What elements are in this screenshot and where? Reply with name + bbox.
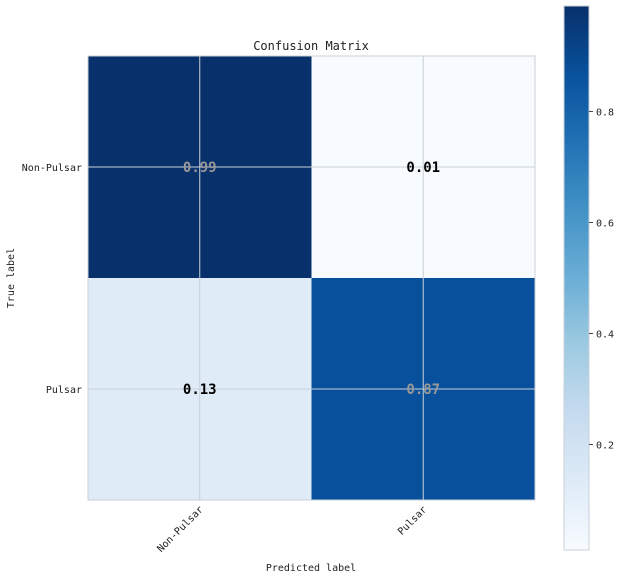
cell-value-label: 0.01 xyxy=(406,160,440,176)
x-tick-labels: Non-Pulsar Pulsar xyxy=(156,504,430,554)
cell-value-label: 0.99 xyxy=(183,160,217,176)
x-tick-label: Pulsar xyxy=(396,504,429,537)
heatmap-cells xyxy=(88,56,535,500)
x-axis-label: Predicted label xyxy=(266,563,356,574)
y-tick-label: Pulsar xyxy=(46,385,82,396)
cell-value-label: 0.13 xyxy=(183,382,217,398)
plot-frame xyxy=(87,55,536,501)
cell-value-labels: 0.99 0.01 0.13 0.87 xyxy=(183,160,440,398)
y-tick-labels: Non-Pulsar Pulsar xyxy=(22,163,82,396)
grid-lines xyxy=(88,56,535,500)
colorbar-ticks: 0.2 0.4 0.6 0.8 xyxy=(589,107,614,452)
colorbar-tick-label: 0.2 xyxy=(596,441,614,452)
cell-value-label: 0.87 xyxy=(406,382,440,398)
chart-title: Confusion Matrix xyxy=(253,39,369,53)
colorbar-tick-label: 0.6 xyxy=(596,218,614,229)
x-tick-label: Non-Pulsar xyxy=(156,504,206,554)
y-tick-label: Non-Pulsar xyxy=(22,163,82,174)
colorbar-tick-label: 0.8 xyxy=(596,107,614,118)
colorbar xyxy=(563,5,590,551)
y-axis-label: True label xyxy=(6,248,17,308)
colorbar-tick-label: 0.4 xyxy=(596,330,614,341)
